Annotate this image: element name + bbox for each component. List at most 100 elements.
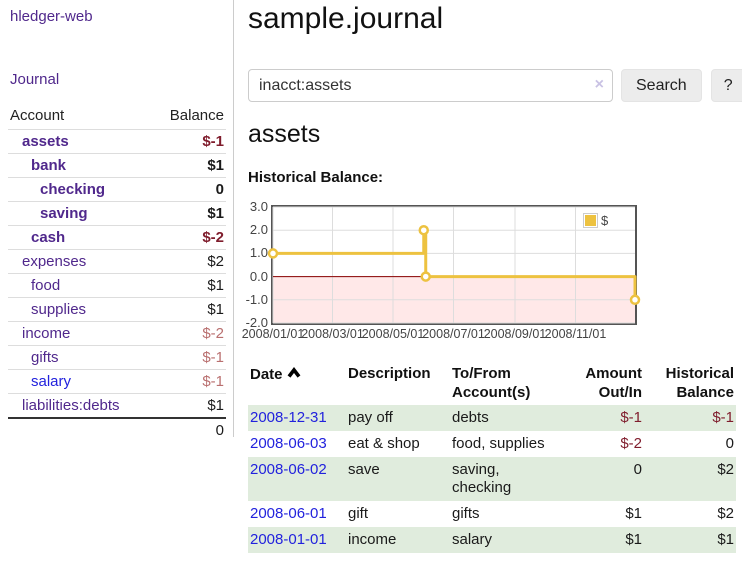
page-title: sample.journal <box>248 2 444 35</box>
app-title-link[interactable]: hledger-web <box>10 8 93 25</box>
sort-ascending-icon <box>287 364 301 383</box>
account-row: gifts $-1 <box>8 345 226 370</box>
transaction-description: eat & shop <box>348 435 420 452</box>
transaction-row: 2008-12-31 pay off debts $-1 $-1 <box>248 405 736 431</box>
y-axis-tick-label: 3.0 <box>249 199 268 214</box>
transaction-date-link[interactable]: 2008-01-01 <box>250 531 327 548</box>
x-axis-tick-label: 2008/09/01 <box>483 327 547 341</box>
accounts-header-balance: Balance <box>152 102 226 130</box>
account-link[interactable]: salary <box>31 373 72 390</box>
help-button[interactable]: ? <box>710 69 742 102</box>
x-axis-tick-label: 2008/03/01 <box>301 327 364 341</box>
transaction-accounts: gifts <box>452 505 480 522</box>
y-axis-tick-label: 1.0 <box>249 245 268 261</box>
transaction-description: income <box>348 531 397 548</box>
legend-label: $ <box>601 213 609 228</box>
account-link[interactable]: supplies <box>31 301 87 318</box>
y-axis-tick-label: -2.0 <box>245 315 268 330</box>
sidebar-item-journal[interactable]: Journal <box>10 71 60 88</box>
account-row: saving $1 <box>8 201 226 226</box>
transaction-balance: $2 <box>717 461 734 478</box>
main-content: sample.journal × Search ? assets Histori… <box>242 0 742 582</box>
accounts-header-account: Account <box>8 102 153 130</box>
accounts-table-header-row: Account Balance <box>8 102 226 130</box>
account-balance: $2 <box>152 249 226 274</box>
account-link[interactable]: bank <box>31 157 67 174</box>
account-link[interactable]: food <box>31 277 61 294</box>
transactions-column-header: Description <box>348 365 431 382</box>
account-link[interactable]: income <box>22 325 71 342</box>
historical-balance-chart: $ 3.0 2.0 1.0 0.0 -1.0 -2.0 2008/01/01 2008/03/… <box>242 200 742 350</box>
x-axis-tick-label: 2008/01/01 <box>241 327 305 341</box>
accounts-table: Account Balance assets $-1 bank $1 checking 0… <box>8 102 226 442</box>
account-link[interactable]: assets <box>22 133 69 150</box>
accounts-table-body: assets $-1 bank $1 checking 0 saving $1 cash $-2 e… <box>8 129 226 419</box>
x-axis-tick-label: 2008/11/01 <box>544 327 607 341</box>
transaction-row: 2008-06-03 eat & shop food, supplies $-2 0 <box>248 431 736 457</box>
y-axis-tick-label: 2.0 <box>249 222 268 238</box>
account-balance: $1 <box>207 397 224 414</box>
transaction-description: save <box>348 461 380 478</box>
transaction-balance: $1 <box>717 531 734 548</box>
transaction-date-link[interactable]: 2008-06-02 <box>250 461 327 478</box>
transaction-accounts: saving, checking <box>452 461 512 496</box>
chart-legend: $ <box>583 213 608 228</box>
transactions-column-header: Historical Balance <box>665 365 734 401</box>
transaction-row: 2008-01-01 income salary $1 $1 <box>248 527 736 553</box>
transaction-date-link[interactable]: 2008-12-31 <box>250 409 327 426</box>
account-row: expenses $2 <box>8 249 226 274</box>
search-bar: × Search ? <box>248 69 742 102</box>
transaction-amount: 0 <box>633 461 642 478</box>
account-link[interactable]: gifts <box>31 349 59 366</box>
clear-search-icon[interactable]: × <box>594 76 604 93</box>
transaction-date-link[interactable]: 2008-06-01 <box>250 505 327 522</box>
account-row: food $1 <box>8 273 226 298</box>
transactions-table-head: Date Description To/From Account(s) Amount Ou… <box>248 360 736 405</box>
transaction-balance: $-1 <box>712 409 734 426</box>
transaction-balance: $2 <box>717 505 734 522</box>
chart-title: Historical Balance: <box>248 169 384 186</box>
transaction-balance: 0 <box>725 435 734 452</box>
account-row: supplies $1 <box>8 297 226 322</box>
account-row: bank $1 <box>8 153 226 178</box>
y-axis-tick-label: -1.0 <box>245 291 268 307</box>
account-link[interactable]: liabilities:debts <box>22 397 120 414</box>
transactions-column-header: Amount Out/In <box>585 365 642 401</box>
account-balance: $1 <box>152 273 226 298</box>
x-axis-tick-label: 2008/07/01 <box>422 327 485 341</box>
transaction-description: pay off <box>348 409 393 426</box>
account-balance: $-2 <box>152 225 226 250</box>
account-link[interactable]: expenses <box>22 253 87 270</box>
accounts-total-row: 0 <box>8 417 226 442</box>
chart-canvas <box>267 206 641 324</box>
transaction-amount: $-2 <box>620 435 642 452</box>
transaction-row: 2008-06-02 save saving, checking 0 $2 <box>248 457 736 501</box>
account-heading: assets <box>248 120 321 148</box>
account-link[interactable]: checking <box>40 181 106 198</box>
search-button[interactable]: Search <box>621 69 702 102</box>
legend-swatch-icon <box>583 213 598 228</box>
account-balance: $-1 <box>152 345 226 370</box>
transactions-table-body: 2008-12-31 pay off debts $-1 $-1 2008-06-03 ea… <box>248 405 736 553</box>
chart-plot-area <box>267 205 641 325</box>
x-axis-tick-label: 2008/05/01 <box>361 327 425 341</box>
account-row: checking 0 <box>8 177 226 202</box>
transaction-date-link[interactable]: 2008-06-03 <box>250 435 327 452</box>
search-input[interactable] <box>248 69 613 102</box>
account-row: salary $-1 <box>8 369 226 394</box>
transaction-amount: $-1 <box>620 409 642 426</box>
account-link[interactable]: saving <box>40 205 88 222</box>
account-balance: $1 <box>152 153 226 178</box>
transaction-amount: $1 <box>625 505 642 522</box>
transactions-column-header[interactable]: Date <box>248 360 346 405</box>
transactions-header-row: Date Description To/From Account(s) Amount Ou… <box>248 360 736 405</box>
account-balance: $-1 <box>152 129 226 154</box>
account-row: assets $-1 <box>8 129 226 154</box>
account-balance: $1 <box>152 201 226 226</box>
account-balance: $-1 <box>152 369 226 394</box>
account-row: liabilities:debts $1 <box>8 394 226 419</box>
account-row: cash $-2 <box>8 225 226 250</box>
account-balance: $1 <box>152 297 226 322</box>
sidebar: hledger-web Journal Account Balance asse… <box>0 0 234 442</box>
account-link[interactable]: cash <box>31 229 66 246</box>
